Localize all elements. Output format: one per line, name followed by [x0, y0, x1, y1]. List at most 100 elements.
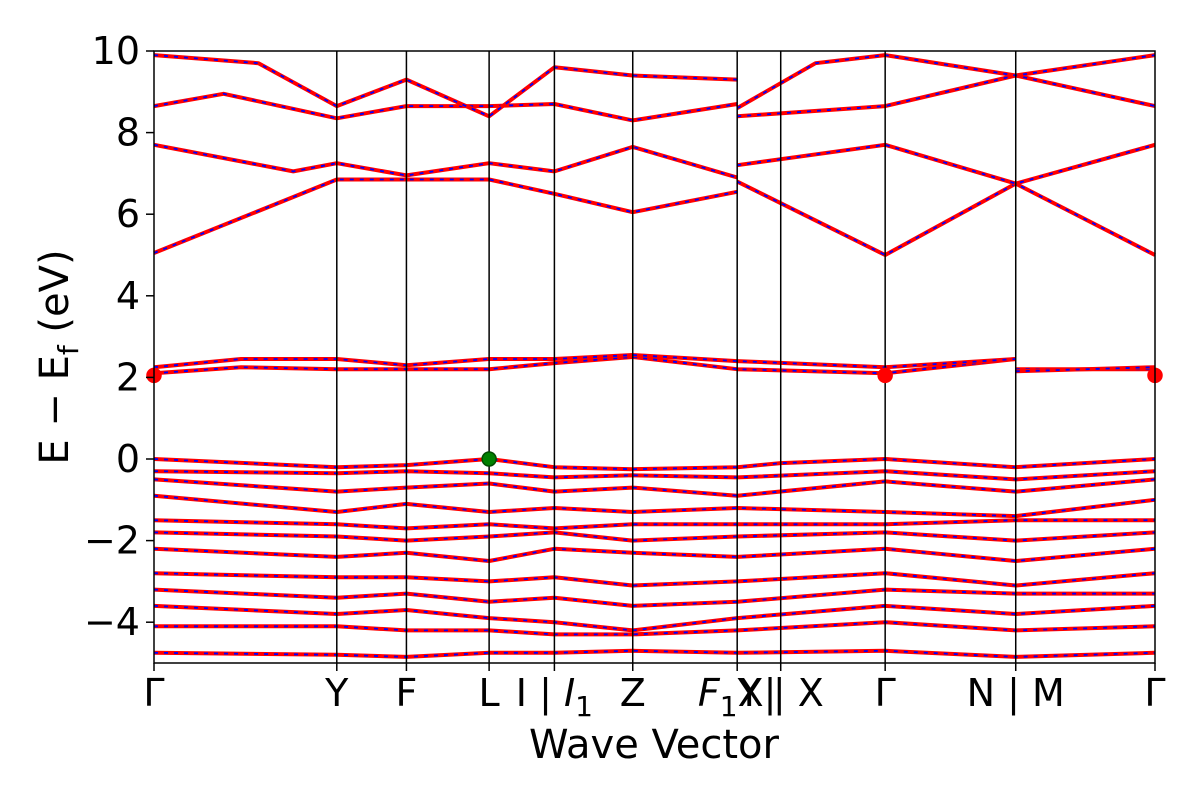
x-tick-italic: I — [564, 671, 575, 715]
y-axis-label-main: E − E — [32, 355, 78, 465]
band-9 — [153, 353, 1016, 370]
band-7 — [736, 53, 1156, 110]
y-tick-label-1: −2 — [84, 519, 140, 563]
band-4-spin-up — [736, 179, 1156, 257]
band-15 — [153, 493, 1156, 519]
band-0 — [153, 177, 738, 255]
band-14-spin-up — [153, 477, 1156, 498]
band-19 — [153, 571, 1156, 588]
band-4-spin-down — [736, 180, 1156, 257]
band-16 — [153, 518, 1155, 531]
band-19-spin-down — [153, 572, 1156, 587]
x-tick-label-5: Z — [620, 671, 646, 715]
band-4 — [736, 179, 1156, 257]
x-tick-label-1: Y — [324, 671, 349, 715]
band-17-spin-down — [153, 531, 1156, 542]
x-tick-text: Z — [620, 671, 646, 715]
band-21 — [153, 603, 1156, 633]
x-tick-text: Y | X — [737, 671, 824, 716]
y-tick-label-6: 8 — [116, 111, 140, 155]
y-axis-label-unit: (eV) — [32, 249, 78, 345]
band-20-spin-down — [153, 588, 1155, 607]
x-tick-text: Γ — [1144, 671, 1165, 715]
x-tick-sub: 1 — [575, 690, 593, 723]
band-20-spin-up — [153, 587, 1155, 608]
vbm-marker-0 — [481, 451, 497, 467]
x-tick-label-2: F — [395, 671, 417, 715]
band-16-spin-down — [153, 519, 1155, 530]
band-15-spin-up — [153, 493, 1156, 519]
x-tick-label-4: I | I1 — [516, 671, 593, 723]
y-axis-label-sub: f — [52, 344, 85, 355]
y-tick-label-2: 0 — [116, 437, 140, 481]
band-15-spin-down — [153, 494, 1156, 518]
x-tick-sub: 1 — [720, 690, 738, 723]
x-tick-text: F — [395, 671, 417, 715]
band-5-spin-up — [736, 142, 1156, 186]
band-14 — [153, 477, 1156, 498]
y-tick-label-0: −4 — [84, 600, 140, 644]
band-7-spin-up — [736, 53, 1156, 110]
x-tick-label-9: N | M — [967, 671, 1065, 716]
plot-frame — [153, 50, 1156, 664]
y-axis-label: E − Ef (eV) — [32, 249, 85, 464]
cbm-marker-2 — [877, 367, 893, 384]
band-22 — [154, 620, 1156, 637]
y-tick-label-5: 6 — [116, 192, 140, 236]
high-symmetry-lines — [336, 51, 1017, 663]
band-11 — [1015, 365, 1156, 374]
band-1 — [153, 142, 738, 180]
band-18 — [153, 546, 1156, 563]
x-tick-text: Γ — [875, 671, 896, 715]
y-tick-label-4: 4 — [116, 274, 140, 318]
band-14-spin-down — [153, 478, 1156, 497]
band-9-spin-up — [153, 353, 1016, 370]
y-tick-label-3: 2 — [116, 355, 140, 399]
x-axis-label: Wave Vector — [529, 722, 780, 768]
band-6-spin-up — [737, 73, 1156, 119]
x-tick-text: Y — [324, 671, 349, 715]
band-23 — [153, 648, 1156, 659]
band-23-spin-up — [153, 648, 1156, 659]
x-tick-text: L — [479, 671, 500, 715]
band-0-spin-up — [153, 177, 738, 255]
band-18-spin-down — [153, 547, 1156, 562]
x-tick-label-7: Y | X — [737, 671, 824, 716]
band-13-spin-down — [153, 470, 1156, 481]
band-2 — [153, 91, 738, 123]
band-8-spin-up — [153, 355, 1016, 376]
x-tick-label-8: Γ — [875, 671, 896, 715]
x-tick-label-6: F1X| — [698, 671, 777, 723]
y-tick-label-7: 10 — [92, 29, 140, 73]
band-22-spin-up — [154, 620, 1156, 637]
band-6-spin-down — [737, 74, 1156, 118]
bands-layer — [153, 53, 1156, 659]
band-5 — [736, 142, 1156, 186]
band-12-spin-up — [153, 457, 1156, 472]
x-tick-text: N | M — [967, 671, 1065, 716]
band-17 — [153, 530, 1156, 543]
extrema-markers — [146, 367, 1163, 467]
band-2-spin-down — [153, 92, 738, 122]
x-tick-italic: F — [698, 671, 721, 715]
band-12 — [153, 457, 1156, 472]
x-tick-tail: X| — [738, 671, 777, 716]
band-20 — [153, 587, 1155, 608]
x-tick-text: Γ — [143, 671, 164, 715]
band-21-spin-down — [153, 604, 1156, 632]
x-tick-label-0: Γ — [143, 671, 164, 715]
band-13-spin-up — [153, 469, 1156, 482]
band-1-spin-up — [153, 142, 738, 180]
x-tick-text: I | — [516, 671, 564, 716]
x-tick-label-3: L — [479, 671, 500, 715]
band-6 — [737, 73, 1156, 119]
x-tick-label-10: Γ — [1144, 671, 1165, 715]
band-3-spin-down — [153, 54, 738, 118]
band-13 — [153, 469, 1156, 482]
y-axis-ticks: −4 −2 0 2 4 6 8 10 — [84, 29, 154, 644]
band-11-spin-down — [1015, 366, 1156, 373]
band-3 — [153, 53, 738, 119]
band-8 — [153, 355, 1016, 376]
